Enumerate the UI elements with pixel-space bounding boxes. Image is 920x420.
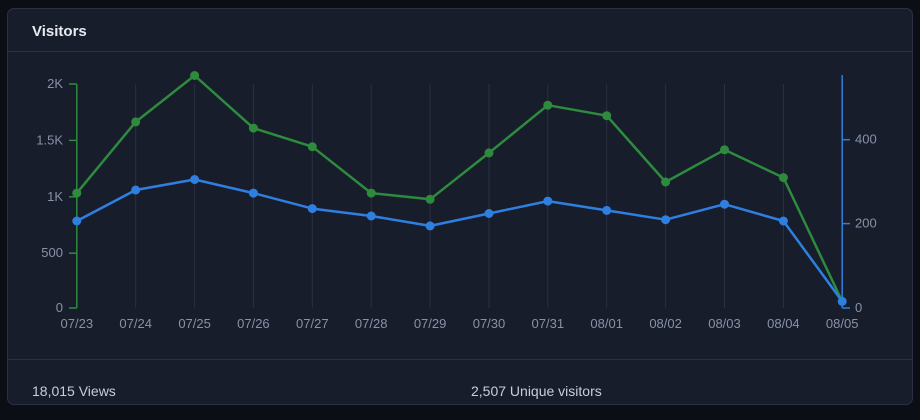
svg-text:08/03: 08/03 xyxy=(708,316,741,331)
svg-text:07/24: 07/24 xyxy=(119,316,152,331)
svg-text:400: 400 xyxy=(855,132,877,147)
svg-text:08/04: 08/04 xyxy=(767,316,800,331)
svg-text:1.5K: 1.5K xyxy=(36,132,63,147)
svg-text:07/29: 07/29 xyxy=(414,316,447,331)
svg-text:1K: 1K xyxy=(47,189,63,204)
svg-text:200: 200 xyxy=(855,216,877,231)
svg-text:07/31: 07/31 xyxy=(532,316,565,331)
svg-text:07/28: 07/28 xyxy=(355,316,388,331)
svg-text:08/05: 08/05 xyxy=(826,316,859,331)
svg-text:0: 0 xyxy=(855,300,862,315)
svg-text:07/27: 07/27 xyxy=(296,316,329,331)
svg-text:08/01: 08/01 xyxy=(590,316,623,331)
svg-text:08/02: 08/02 xyxy=(649,316,682,331)
svg-text:07/25: 07/25 xyxy=(178,316,211,331)
svg-text:07/26: 07/26 xyxy=(237,316,270,331)
svg-text:07/23: 07/23 xyxy=(61,316,94,331)
svg-text:0: 0 xyxy=(56,300,63,315)
svg-text:2K: 2K xyxy=(47,76,63,91)
svg-text:07/30: 07/30 xyxy=(473,316,506,331)
svg-text:500: 500 xyxy=(41,245,63,260)
